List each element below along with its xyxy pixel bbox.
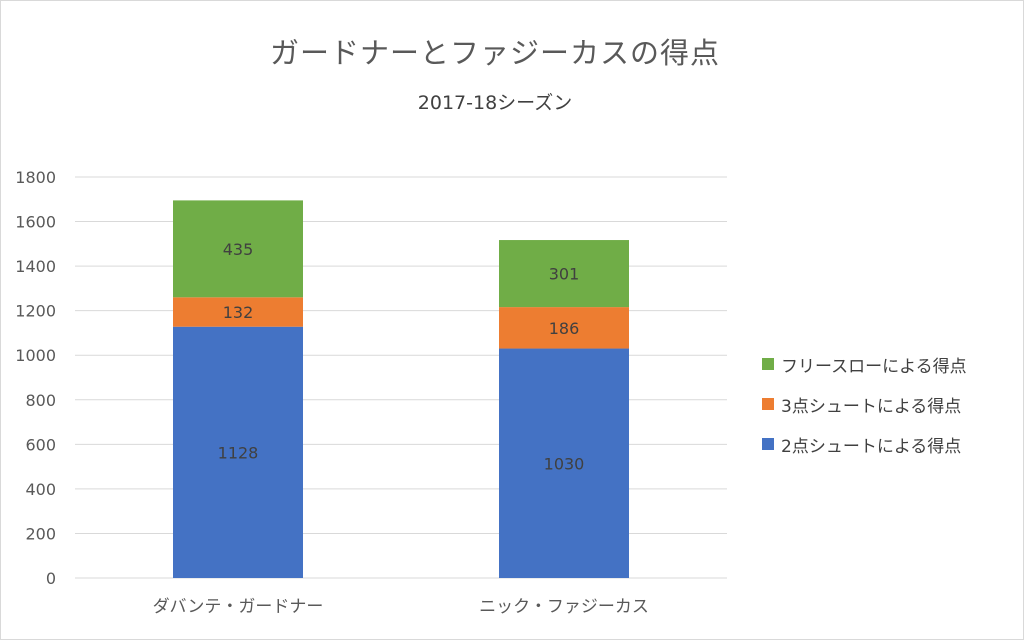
- legend-swatch: [762, 438, 774, 450]
- legend-item-2pt: 2点シュートによる得点: [762, 424, 967, 464]
- legend-item-free-throw: フリースローによる得点: [762, 344, 967, 384]
- x-tick-label: ニック・ファジーカス: [479, 597, 649, 617]
- y-tick-label: 1400: [15, 257, 56, 276]
- chart-subtitle: 2017-18シーズン: [417, 92, 573, 114]
- y-tick-label: 400: [25, 480, 56, 499]
- y-tick-label: 800: [25, 391, 56, 410]
- bar-segment: [173, 326, 303, 578]
- y-tick-label: 0: [46, 569, 56, 588]
- legend-swatch: [762, 398, 774, 410]
- legend-swatch: [762, 358, 774, 370]
- data-label: 435: [223, 240, 254, 259]
- data-label: 301: [549, 265, 580, 284]
- legend-label: 2点シュートによる得点: [781, 436, 962, 457]
- data-label: 132: [223, 303, 254, 322]
- bar-segment: [173, 200, 303, 298]
- legend: フリースローによる得点 3点シュートによる得点 2点シュートによる得点: [762, 344, 967, 464]
- legend-item-3pt: 3点シュートによる得点: [762, 384, 967, 424]
- y-tick-label: 1000: [15, 346, 56, 365]
- bar-segment: [173, 297, 303, 327]
- bar-segment: [499, 240, 629, 308]
- data-label: 186: [549, 319, 580, 338]
- y-tick-label: 1600: [15, 213, 56, 232]
- data-label: 1030: [544, 454, 585, 473]
- bar-segment: [499, 348, 629, 578]
- x-tick-label: ダバンテ・ガードナー: [153, 597, 324, 617]
- y-tick-label: 1800: [15, 168, 56, 187]
- data-label: 1128: [218, 443, 259, 462]
- bar-segment: [499, 307, 629, 349]
- legend-label: フリースローによる得点: [781, 356, 967, 377]
- y-tick-label: 200: [25, 524, 56, 543]
- y-tick-label: 1200: [15, 302, 56, 321]
- chart-title: ガードナーとファジーカスの得点: [269, 36, 720, 70]
- legend-label: 3点シュートによる得点: [781, 396, 962, 417]
- y-tick-label: 600: [25, 435, 56, 454]
